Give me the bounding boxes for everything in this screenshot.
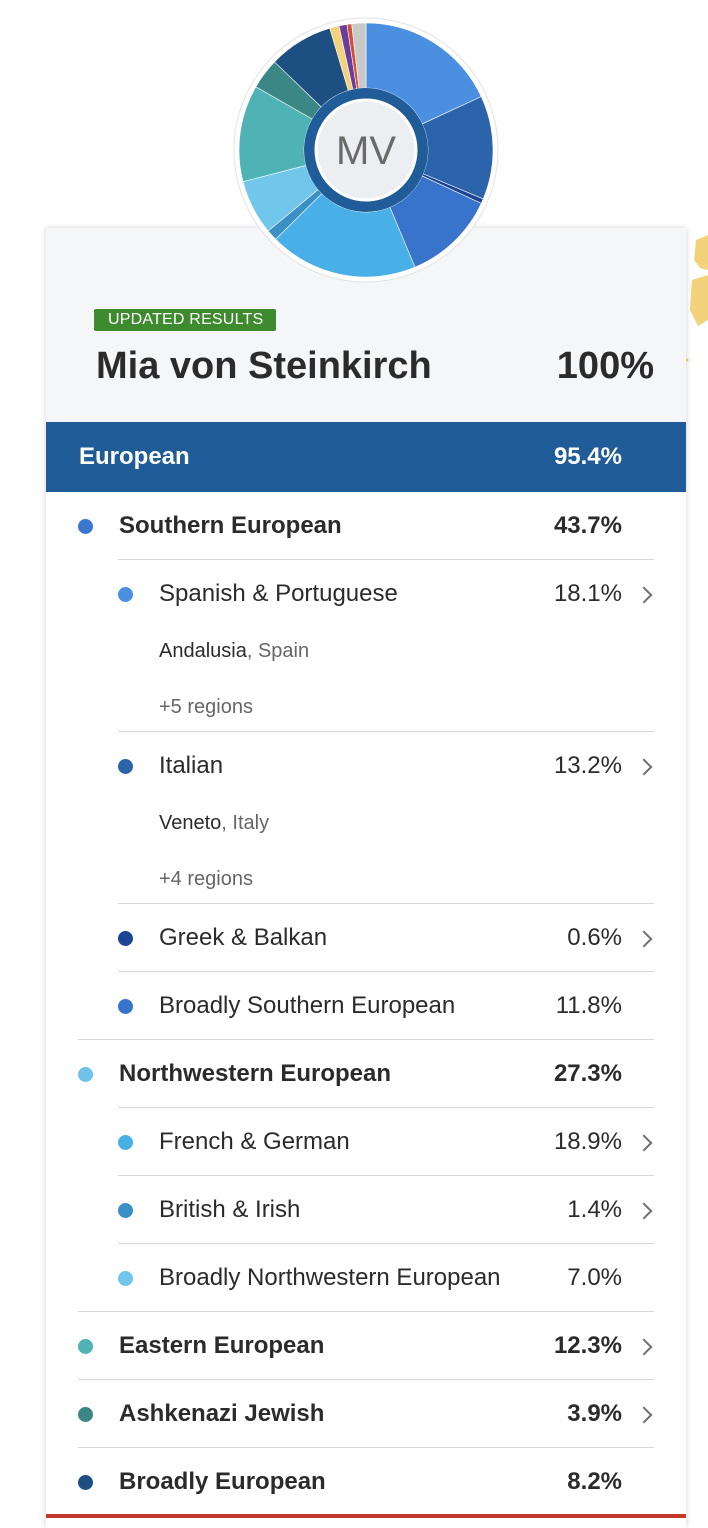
ancestry-row-french-german[interactable]: French & German 18.9% bbox=[46, 1108, 686, 1176]
more-regions-link[interactable]: +5 regions bbox=[159, 696, 253, 718]
row-label: Northwestern European bbox=[119, 1060, 392, 1087]
chevron-right-icon[interactable] bbox=[635, 1202, 653, 1220]
donut-svg: MV bbox=[233, 17, 499, 283]
row-divider bbox=[78, 1447, 654, 1448]
ancestry-card: UPDATED RESULTS Mia von Steinkirch 100% … bbox=[46, 228, 686, 1528]
row-detail-location: Veneto, Italy bbox=[159, 812, 270, 834]
row-percent: 12.3% bbox=[553, 1332, 622, 1359]
avatar bbox=[314, 98, 418, 202]
chevron-right-icon[interactable] bbox=[635, 1406, 653, 1424]
chevron-right-icon[interactable] bbox=[635, 1134, 653, 1152]
row-label: Eastern European bbox=[119, 1332, 325, 1359]
ancestry-row-greek-balkan[interactable]: Greek & Balkan 0.6% bbox=[46, 904, 686, 972]
row-divider bbox=[78, 1039, 654, 1040]
row-detail-location: Andalusia, Spain bbox=[159, 640, 310, 662]
ancestry-row-broadly-northwestern-european[interactable]: Broadly Northwestern European 7.0% bbox=[46, 1244, 686, 1312]
row-label: Spanish & Portuguese bbox=[159, 580, 398, 607]
row-percent: 13.2% bbox=[553, 752, 622, 779]
chevron-right-icon[interactable] bbox=[635, 586, 653, 604]
row-label: Broadly Northwestern European bbox=[159, 1264, 501, 1291]
category-bar-european[interactable]: European 95.4% bbox=[46, 422, 686, 492]
row-divider bbox=[118, 1243, 654, 1244]
row-divider bbox=[118, 971, 654, 972]
color-dot bbox=[78, 1407, 93, 1422]
ancestry-donut-chart[interactable]: MV bbox=[231, 15, 501, 285]
row-percent: 43.7% bbox=[553, 512, 622, 539]
color-dot bbox=[78, 1339, 93, 1354]
row-percent: 7.0% bbox=[567, 1264, 622, 1291]
row-label: Broadly Southern European bbox=[159, 992, 456, 1019]
profile-name: Mia von Steinkirch bbox=[96, 345, 432, 387]
color-dot bbox=[118, 759, 133, 774]
row-percent: 11.8% bbox=[555, 992, 622, 1019]
ancestry-row-spanish-portuguese[interactable]: Spanish & Portuguese 18.1% Andalusia, Spai… bbox=[46, 560, 686, 732]
chevron-right-icon[interactable] bbox=[635, 758, 653, 776]
row-label: Ashkenazi Jewish bbox=[119, 1400, 325, 1427]
color-dot bbox=[118, 1203, 133, 1218]
avatar-initials: MV bbox=[336, 129, 396, 173]
row-label: British & Irish bbox=[159, 1196, 301, 1223]
row-label: French & German bbox=[159, 1128, 350, 1155]
row-percent: 3.9% bbox=[567, 1400, 622, 1427]
row-divider bbox=[118, 731, 654, 732]
total-percent: 100% bbox=[556, 345, 654, 387]
color-dot bbox=[78, 519, 93, 534]
ancestry-row-broadly-southern-european[interactable]: Broadly Southern European 11.8% bbox=[46, 972, 686, 1040]
chevron-right-icon[interactable] bbox=[635, 930, 653, 948]
category-label: European bbox=[79, 443, 190, 470]
map-fragment bbox=[682, 235, 708, 362]
ancestry-row-broadly-european[interactable]: Broadly European 8.2% bbox=[46, 1448, 686, 1516]
more-regions-link[interactable]: +4 regions bbox=[159, 868, 253, 890]
row-label: Broadly European bbox=[119, 1468, 326, 1495]
color-dot bbox=[118, 587, 133, 602]
color-dot bbox=[118, 1135, 133, 1150]
row-divider bbox=[118, 1107, 654, 1108]
row-percent: 1.4% bbox=[567, 1196, 622, 1223]
color-dot bbox=[118, 931, 133, 946]
row-label: Greek & Balkan bbox=[159, 924, 328, 951]
row-percent: 8.2% bbox=[567, 1468, 622, 1495]
color-dot bbox=[78, 1475, 93, 1490]
row-percent: 18.1% bbox=[553, 580, 622, 607]
category-percent: 95.4% bbox=[553, 443, 622, 470]
color-dot bbox=[118, 999, 133, 1014]
color-dot bbox=[78, 1067, 93, 1082]
ancestry-row-ashkenazi-jewish[interactable]: Ashkenazi Jewish 3.9% bbox=[46, 1380, 686, 1448]
color-dot bbox=[118, 1271, 133, 1286]
ancestry-row-british-irish[interactable]: British & Irish 1.4% bbox=[46, 1176, 686, 1244]
row-percent: 27.3% bbox=[553, 1060, 622, 1087]
updated-results-badge: UPDATED RESULTS bbox=[94, 309, 277, 331]
row-divider bbox=[118, 903, 654, 904]
ancestry-row-northwestern-european[interactable]: Northwestern European 27.3% bbox=[46, 1040, 686, 1108]
ancestry-row-eastern-european[interactable]: Eastern European 12.3% bbox=[46, 1312, 686, 1380]
ancestry-row-southern-european[interactable]: Southern European 43.7% bbox=[46, 492, 686, 560]
row-label: Southern European bbox=[119, 512, 342, 539]
row-divider bbox=[118, 559, 654, 560]
row-percent: 18.9% bbox=[553, 1128, 622, 1155]
row-divider bbox=[78, 1379, 654, 1380]
bottom-divider bbox=[46, 1514, 686, 1518]
chevron-right-icon[interactable] bbox=[635, 1338, 653, 1356]
ancestry-row-italian[interactable]: Italian 13.2% Veneto, Italy +4 regions bbox=[46, 732, 686, 904]
ancestry-list: Southern European 43.7% Spanish & Portugue… bbox=[46, 492, 686, 1516]
row-percent: 0.6% bbox=[567, 924, 622, 951]
row-label: Italian bbox=[159, 752, 224, 779]
row-divider bbox=[78, 1311, 654, 1312]
row-divider bbox=[118, 1175, 654, 1176]
